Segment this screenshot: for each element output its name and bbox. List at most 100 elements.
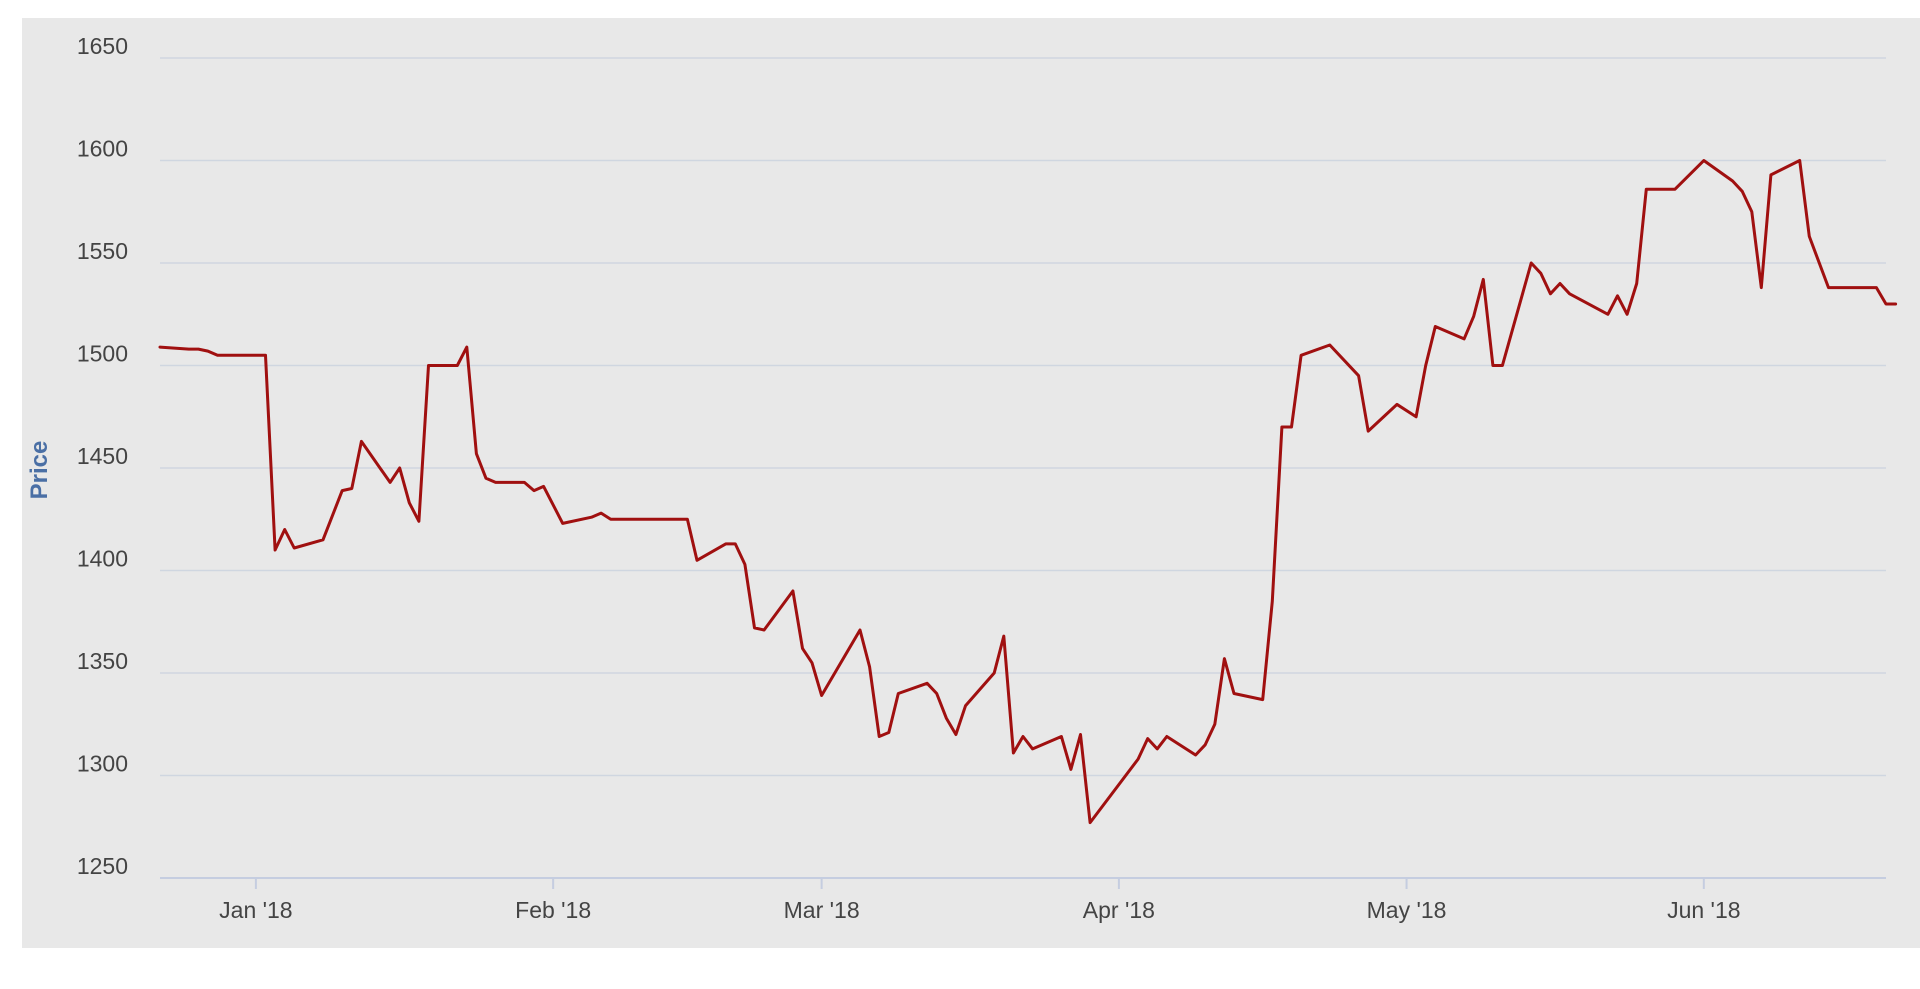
price-data-point[interactable] [988,667,1000,679]
price-data-point[interactable] [538,480,550,492]
price-data-point[interactable] [1199,739,1211,751]
price-data-point[interactable] [787,585,799,597]
price-data-point[interactable] [1554,278,1566,290]
price-data-point[interactable] [346,483,358,495]
price-data-point[interactable] [288,542,300,554]
price-data-point[interactable] [461,341,473,353]
price-data-point[interactable] [1218,653,1230,665]
price-data-point[interactable] [931,688,943,700]
price-data-point[interactable] [921,677,933,689]
price-data-point[interactable] [854,624,866,636]
price-data-point[interactable] [729,538,741,550]
price-data-point[interactable] [260,349,272,361]
y-tick-label: 1400 [77,546,128,572]
price-data-point[interactable] [1736,185,1748,197]
price-data-point[interactable] [892,688,904,700]
price-data-point[interactable] [1468,310,1480,322]
price-data-point[interactable] [1190,749,1202,761]
price-data-point[interactable] [1055,731,1067,743]
price-data-point[interactable] [394,462,406,474]
price-data-point[interactable] [1420,360,1432,372]
price-data-point[interactable] [279,524,291,536]
price-data-point[interactable] [1084,817,1096,829]
price-data-point[interactable] [1755,282,1767,294]
price-data-point[interactable] [950,729,962,741]
price-data-point[interactable] [681,513,693,525]
price-data-point[interactable] [1631,278,1643,290]
price-data-point[interactable] [557,517,569,529]
price-data-point[interactable] [1410,411,1422,423]
price-data-point[interactable] [413,515,425,527]
price-data-point[interactable] [1477,273,1489,285]
price-data-point[interactable] [490,476,502,488]
x-tick-label: May '18 [1367,897,1447,923]
price-data-point[interactable] [758,624,770,636]
price-data-point[interactable] [1353,370,1365,382]
price-data-point[interactable] [1324,339,1336,351]
price-data-point[interactable] [423,360,435,372]
price-data-point[interactable] [1612,290,1624,302]
price-data-point[interactable] [1142,733,1154,745]
price-data-point[interactable] [1746,206,1758,218]
price-data-point[interactable] [883,727,895,739]
x-axis-ticks: Jan '18 Feb '18 Mar '18 Apr '18 May '18 Jun '… [219,878,1741,923]
price-data-point[interactable] [1640,183,1652,195]
price-data-point[interactable] [1151,743,1163,755]
price-data-point[interactable] [960,700,972,712]
price-data-point[interactable] [1257,694,1269,706]
price-data-point[interactable] [816,690,828,702]
x-tick-label: Jun '18 [1667,897,1740,923]
price-data-point[interactable] [691,554,703,566]
price-data-point[interactable] [1890,298,1902,310]
price-data-point[interactable] [1429,321,1441,333]
price-data-point[interactable] [1286,421,1298,433]
price-data-point[interactable] [269,544,281,556]
price-data-point[interactable] [1823,282,1835,294]
price-data-point[interactable] [605,513,617,525]
price-data-point[interactable] [864,661,876,673]
price-data-point[interactable] [1544,288,1556,300]
price-data-point[interactable] [154,341,166,353]
price-data-point[interactable] [1027,743,1039,755]
price-data-point[interactable] [1535,267,1547,279]
price-data-point[interactable] [940,712,952,724]
price-data-point[interactable] [1525,257,1537,269]
price-data-point[interactable] [518,476,530,488]
price-data-point[interactable] [1698,155,1710,167]
price-data-point[interactable] [998,630,1010,642]
price-data-point[interactable] [1794,155,1806,167]
price-data-point[interactable] [1132,753,1144,765]
price-data-point[interactable] [403,497,415,509]
price-data-point[interactable] [1161,731,1173,743]
price-data-point[interactable] [1621,308,1633,320]
price-data-point[interactable] [1266,595,1278,607]
price-data-point[interactable] [1496,360,1508,372]
price-data-point[interactable] [1765,169,1777,181]
price-data-point[interactable] [1602,308,1614,320]
price-data-point[interactable] [1458,333,1470,345]
price-data-point[interactable] [1017,731,1029,743]
price-data-point[interactable] [317,534,329,546]
price-data-point[interactable] [1870,282,1882,294]
price-data-point[interactable] [1295,349,1307,361]
price-data-point[interactable] [1075,729,1087,741]
price-data-point[interactable] [1564,288,1576,300]
price-data-point[interactable] [739,558,751,570]
price-data-point[interactable] [1391,398,1403,410]
price-data-point[interactable] [1065,763,1077,775]
price-data-point[interactable] [1362,425,1374,437]
price-data-point[interactable] [212,349,224,361]
price-data-point[interactable] [1209,718,1221,730]
y-tick-label: 1500 [77,341,128,367]
price-data-point[interactable] [355,435,367,447]
price-data-point[interactable] [1803,230,1815,242]
price-data-point[interactable] [451,360,463,372]
price-data-point[interactable] [384,476,396,488]
price-data-point[interactable] [1007,747,1019,759]
price-data-point[interactable] [1727,175,1739,187]
price-data-point[interactable] [1228,688,1240,700]
price-data-point[interactable] [806,657,818,669]
price-data-point[interactable] [797,642,809,654]
price-data-point[interactable] [1669,183,1681,195]
price-data-point[interactable] [470,448,482,460]
